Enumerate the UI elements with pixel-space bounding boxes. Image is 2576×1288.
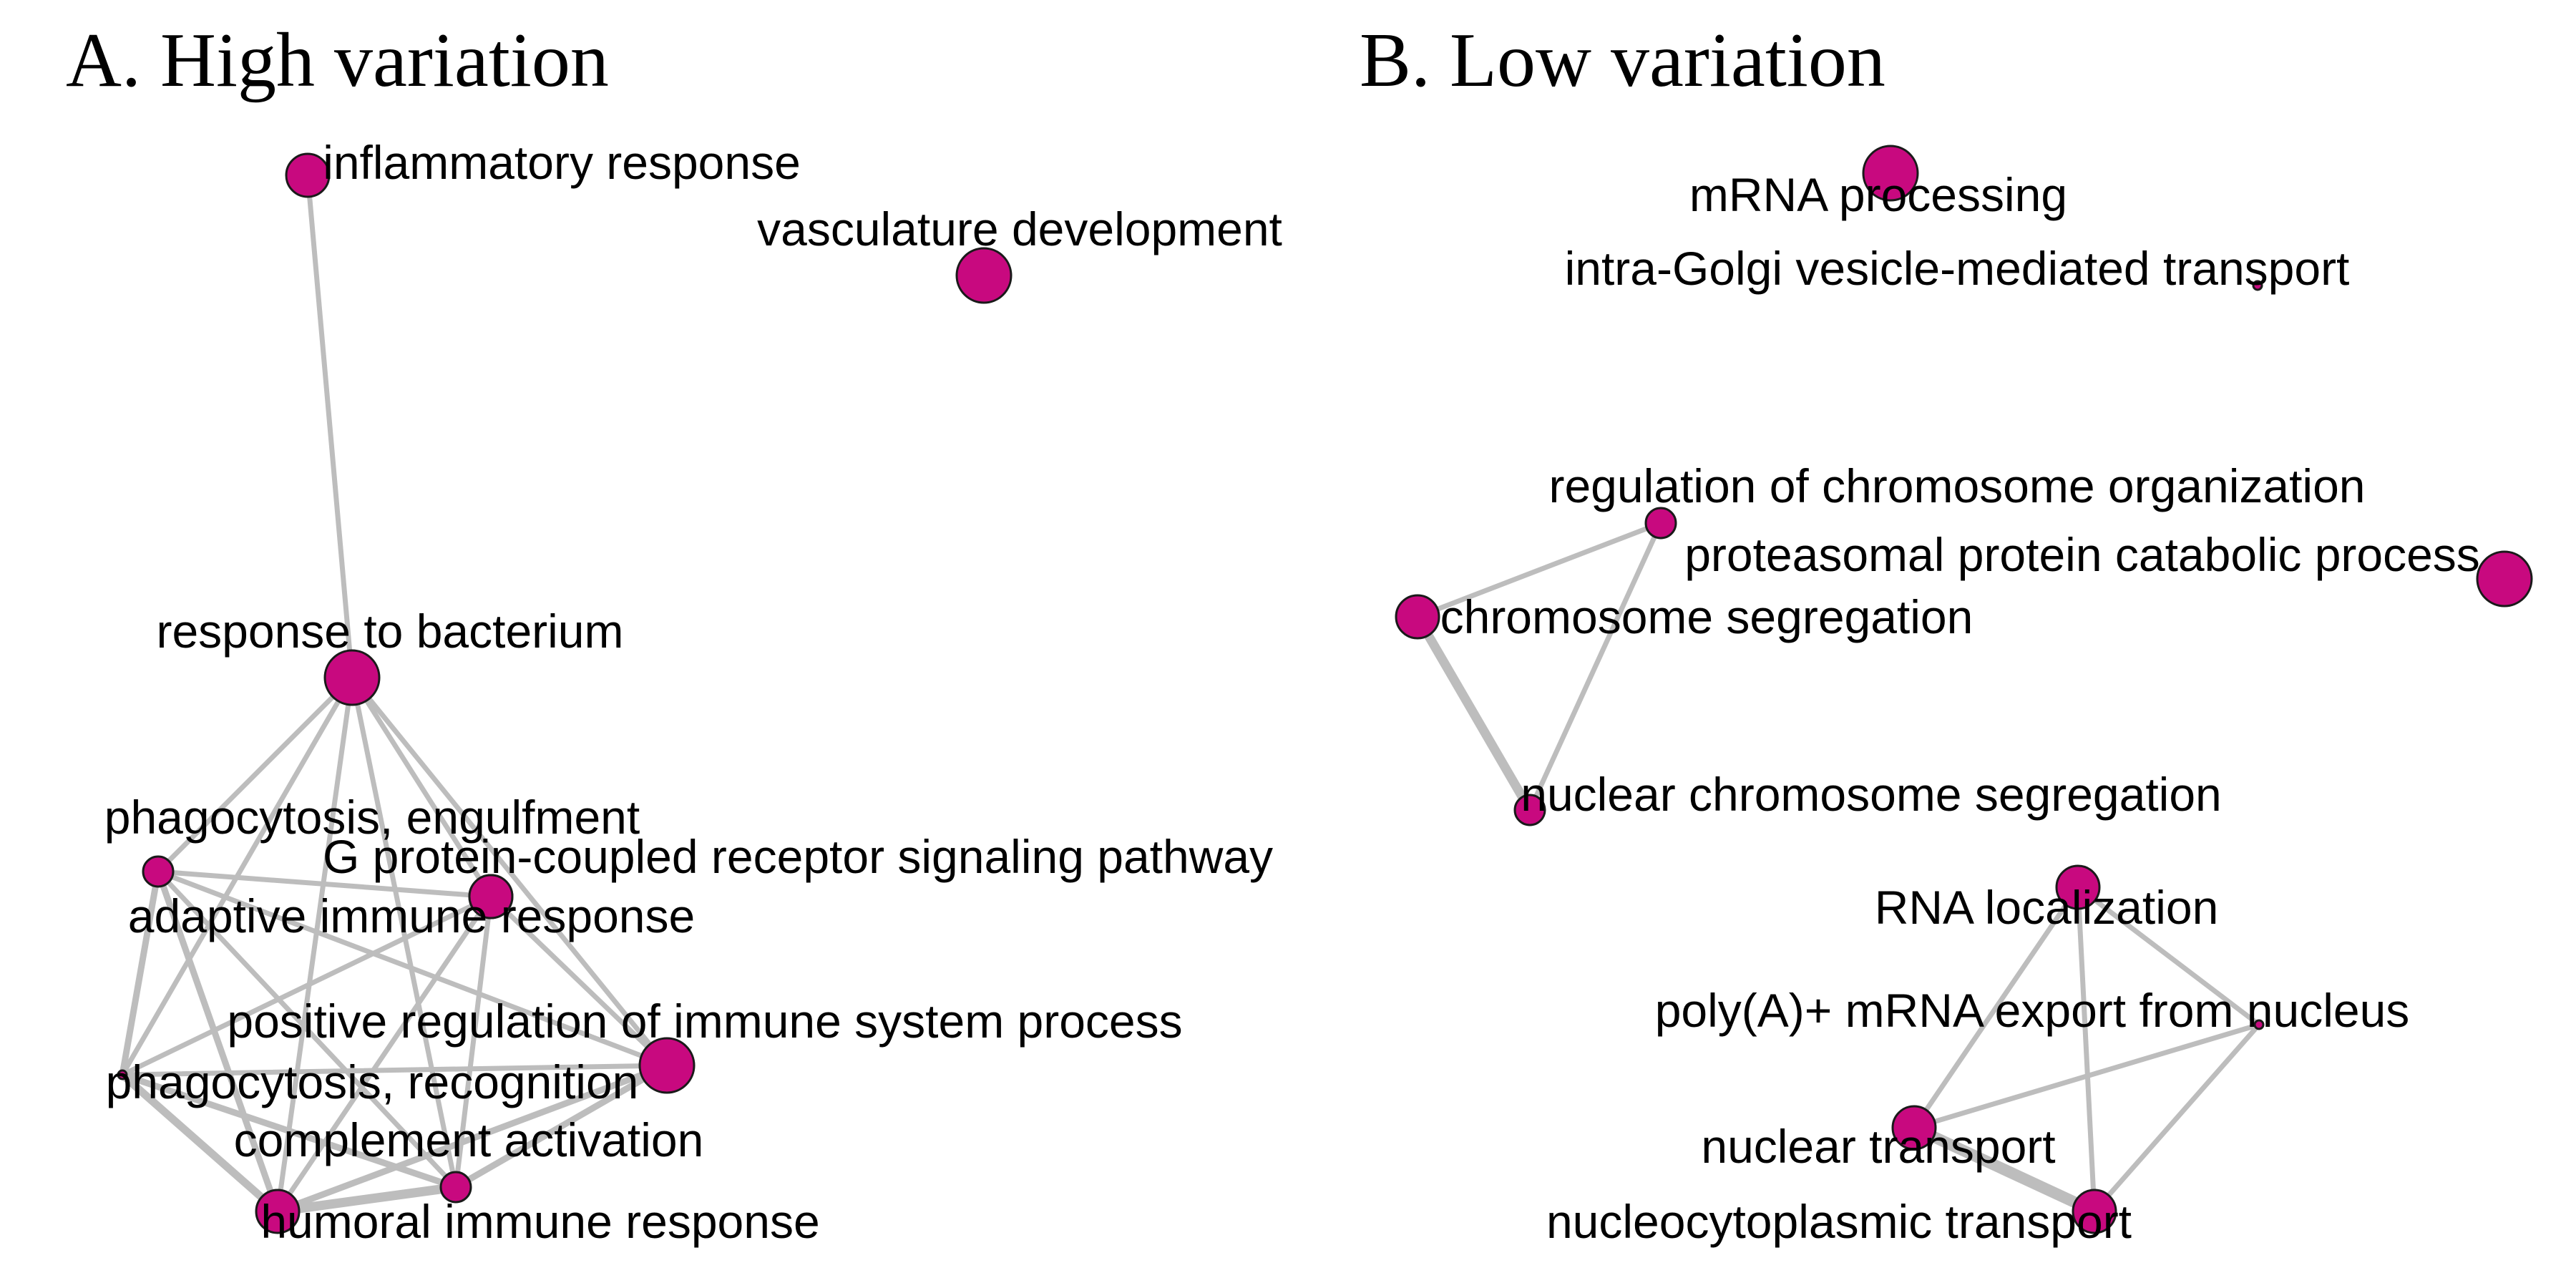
- panel-b: B. Low variation mRNA processing intra-Go…: [1360, 18, 2533, 1248]
- node-label-rnaloc: RNA localization: [1875, 881, 2219, 934]
- node-label-golgi: intra-Golgi vesicle-mediated transport: [1565, 242, 2350, 295]
- network-edge-engulfment-humoral: [155, 868, 281, 1215]
- network-node-adaptive: [468, 874, 514, 919]
- node-label-vasculature: vasculature development: [757, 203, 1282, 255]
- network-edge-bacterium-engulfment: [155, 675, 355, 874]
- node-label-nucleocyto: nucleocytoplasmic transport: [1546, 1195, 2132, 1248]
- network-node-humoral: [255, 1189, 301, 1234]
- network-node-golgi: [2252, 280, 2263, 291]
- network-node-regchrom: [1644, 507, 1677, 540]
- network-edge-posreg-recognition: [119, 1063, 670, 1078]
- panel-a-edges: [118, 172, 670, 1216]
- network-node-rnaloc: [2055, 864, 2101, 910]
- network-edge-bacterium-adaptive: [349, 675, 494, 899]
- network-edge-inflammatory-bacterium: [305, 172, 355, 680]
- node-label-complement: complement activation: [234, 1113, 704, 1166]
- network-node-proteasomal: [2476, 550, 2533, 608]
- node-label-segregation: chromosome segregation: [1440, 590, 1974, 643]
- network-edge-engulfment-complement: [155, 869, 459, 1190]
- network-node-inflammatory: [285, 152, 331, 198]
- node-label-bacterium: response to bacterium: [156, 605, 623, 658]
- node-label-recognition: phagocytosis, recognition: [106, 1055, 639, 1108]
- panel-a-labels: inflammatory response vasculature develop…: [104, 136, 1282, 1248]
- node-label-engulfment: phagocytosis, engulfment: [104, 791, 640, 844]
- node-label-proteasomal: proteasomal protein catabolic process: [1684, 528, 2480, 581]
- node-label-gpcr: G protein-coupled receptor signaling pat…: [323, 830, 1273, 883]
- network-edge-polya-nucltrans: [1911, 1022, 2262, 1131]
- network-edge-regchrom-segregation: [1415, 520, 1664, 620]
- node-label-adaptive: adaptive immune response: [128, 889, 695, 942]
- network-node-mrna: [1862, 145, 1919, 202]
- node-label-posreg: positive regulation of immune system pro…: [227, 995, 1182, 1048]
- network-node-segregation: [1395, 594, 1440, 640]
- network-node-nuclearseg: [1513, 794, 1546, 826]
- network-edge-posreg-humoral: [274, 1062, 670, 1215]
- node-label-inflammatory: inflammatory response: [323, 136, 801, 189]
- network-edge-bacterium-humoral: [275, 675, 355, 1214]
- network-edge-polya-nucleocyto: [2092, 1022, 2262, 1214]
- network-node-bacterium: [323, 649, 381, 706]
- network-node-polya: [2253, 1019, 2265, 1030]
- node-label-nucltrans: nuclear transport: [1701, 1120, 2055, 1173]
- panel-a-title: A. High variation: [66, 18, 609, 103]
- network-edge-nucltrans-nucleocyto: [1908, 1122, 2100, 1217]
- network-edge-engulfment-adaptive: [155, 869, 494, 899]
- network-edge-adaptive-complement: [453, 894, 494, 1190]
- network-edge-rnaloc-polya: [2075, 884, 2262, 1028]
- network-node-nucleocyto: [2072, 1189, 2117, 1234]
- network-edge-recognition-humoral: [118, 1070, 282, 1216]
- network-node-complement: [439, 1171, 472, 1204]
- panel-b-title: B. Low variation: [1360, 18, 1885, 103]
- network-edge-engulfment-posreg: [155, 869, 670, 1068]
- node-label-regchrom: regulation of chromosome organization: [1549, 459, 2366, 512]
- network-node-posreg: [638, 1037, 696, 1094]
- node-label-polya: poly(A)+ mRNA export from nucleus: [1655, 984, 2410, 1037]
- node-label-mrna: mRNA processing: [1689, 168, 2067, 221]
- network-edge-bacterium-complement: [349, 675, 459, 1190]
- network-edge-engulfment-recognition: [119, 868, 162, 1078]
- network-edge-rnaloc-nucleocyto: [2075, 884, 2097, 1214]
- network-node-vasculature: [955, 247, 1013, 304]
- network-edge-adaptive-recognition: [119, 894, 494, 1078]
- panel-b-nodes: [1395, 145, 2533, 1234]
- network-edge-segregation-nuclearseg: [1413, 612, 1535, 815]
- network-edge-rnaloc-nucltrans: [1911, 884, 2081, 1131]
- network-node-engulfment: [142, 855, 175, 888]
- network-edge-complement-humoral: [273, 1182, 461, 1216]
- network-node-recognition: [117, 1069, 128, 1080]
- network-edge-adaptive-posreg: [488, 894, 670, 1068]
- panel-a: A. High variation inflammatory response v…: [66, 18, 1282, 1248]
- panel-a-nodes: [117, 152, 1013, 1234]
- network-edge-bacterium-posreg: [349, 675, 670, 1068]
- network-node-nucltrans: [1891, 1105, 1937, 1151]
- node-label-humoral: humoral immune response: [260, 1195, 819, 1248]
- network-edge-regchrom-nuclearseg: [1527, 520, 1664, 813]
- network-edge-adaptive-humoral: [275, 894, 494, 1214]
- node-label-nuclearseg: nuclear chromosome segregation: [1521, 768, 2222, 821]
- network-edge-posreg-complement: [452, 1062, 670, 1191]
- panel-b-labels: mRNA processing intra-Golgi vesicle-media…: [1440, 168, 2480, 1248]
- network-edge-recognition-complement: [119, 1071, 459, 1191]
- panel-b-edges: [1413, 520, 2262, 1217]
